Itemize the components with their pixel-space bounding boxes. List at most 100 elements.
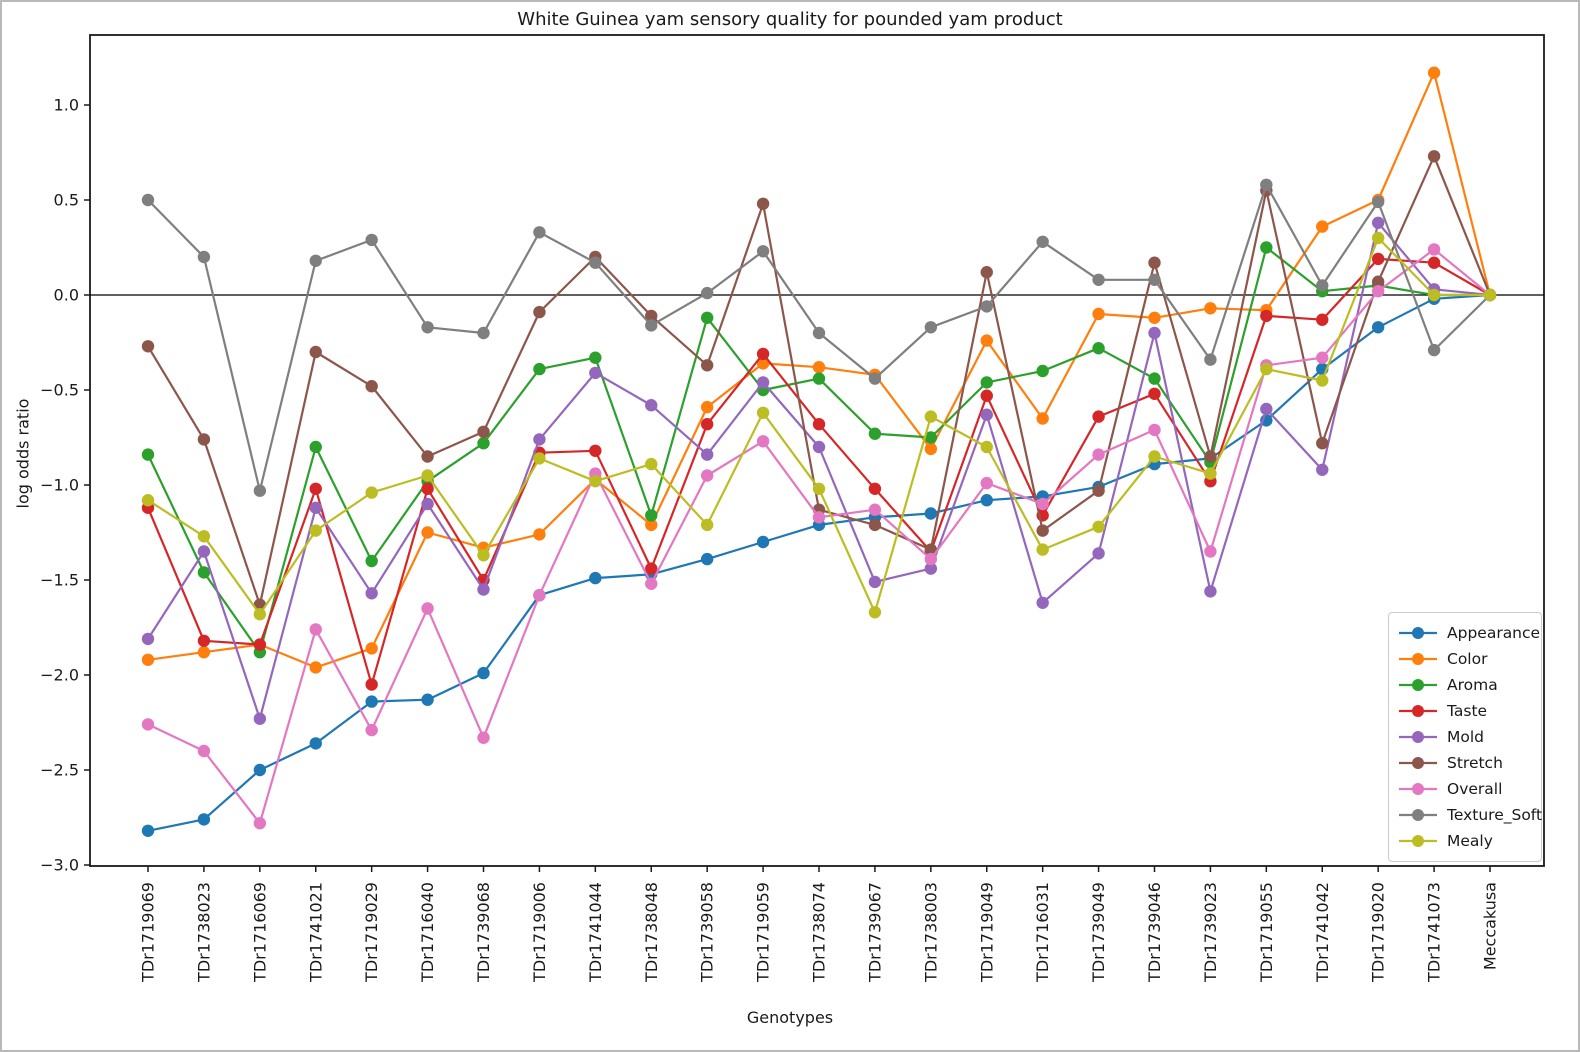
data-point-color bbox=[533, 528, 546, 541]
x-tick-label: TDr1738074 bbox=[810, 882, 829, 983]
legend-label: Mold bbox=[1447, 728, 1485, 746]
x-tick-label: TDr1738048 bbox=[642, 882, 661, 983]
data-point-mealy bbox=[700, 518, 714, 532]
data-point-aroma bbox=[1260, 241, 1273, 254]
data-point-aroma bbox=[980, 376, 993, 389]
y-tick-label: −0.5 bbox=[40, 381, 79, 400]
legend-label: Mealy bbox=[1447, 832, 1493, 850]
data-point-color bbox=[309, 661, 322, 674]
data-point-texture_soft bbox=[756, 245, 770, 258]
data-point-aroma bbox=[924, 431, 938, 444]
data-point-mold bbox=[812, 440, 826, 454]
data-point-taste bbox=[700, 418, 714, 431]
data-point-aroma bbox=[365, 554, 378, 568]
data-point-mealy bbox=[645, 457, 658, 471]
data-point-texture_soft bbox=[253, 484, 267, 497]
y-tick-label: −2.5 bbox=[40, 761, 79, 780]
data-point-overall bbox=[1092, 448, 1105, 461]
x-tick-label: TDr1739058 bbox=[698, 882, 717, 983]
data-point-overall bbox=[980, 476, 993, 490]
data-point-aroma bbox=[309, 440, 322, 454]
data-point-mealy bbox=[868, 606, 882, 619]
legend-marker-icon bbox=[1399, 653, 1437, 665]
legend-item-appearance: Appearance bbox=[1397, 620, 1540, 646]
data-point-stretch bbox=[1371, 275, 1385, 288]
data-point-stretch bbox=[700, 359, 714, 372]
x-tick-label: TDr1739067 bbox=[865, 882, 884, 983]
data-point-taste bbox=[309, 482, 322, 495]
data-point-aroma bbox=[645, 509, 658, 522]
data-point-taste bbox=[253, 638, 267, 651]
data-point-stretch bbox=[756, 197, 770, 210]
x-tick-label: TDr1716069 bbox=[250, 882, 269, 983]
y-tick-label: 0.0 bbox=[54, 286, 79, 305]
data-point-color bbox=[141, 653, 155, 666]
data-point-mold bbox=[1148, 326, 1161, 340]
legend-marker-icon bbox=[1399, 731, 1437, 743]
legend-label: Stretch bbox=[1447, 754, 1503, 772]
data-point-color bbox=[421, 526, 434, 539]
data-point-texture_soft bbox=[980, 300, 993, 313]
x-tick-label: TDr1719049 bbox=[977, 882, 996, 983]
data-point-overall bbox=[421, 602, 434, 615]
data-point-taste bbox=[1092, 410, 1105, 423]
data-point-taste bbox=[1427, 256, 1441, 269]
data-point-mealy bbox=[253, 608, 267, 621]
data-point-overall bbox=[924, 552, 938, 566]
data-point-taste bbox=[812, 418, 826, 431]
data-point-mold bbox=[645, 399, 658, 412]
data-point-color bbox=[700, 400, 714, 414]
data-point-mold bbox=[421, 497, 434, 511]
x-tick-label: TDr1741021 bbox=[306, 882, 325, 983]
data-point-taste bbox=[421, 482, 434, 495]
data-point-stretch bbox=[141, 340, 155, 353]
y-tick-label: −3.0 bbox=[40, 856, 79, 875]
data-point-texture_soft bbox=[589, 256, 602, 269]
data-point-mealy bbox=[533, 452, 546, 465]
y-tick-label: 1.0 bbox=[54, 96, 79, 115]
data-point-texture_soft bbox=[1092, 273, 1105, 286]
data-point-appearance bbox=[477, 666, 490, 680]
y-tick-label: −2.0 bbox=[40, 666, 79, 685]
data-point-taste bbox=[589, 444, 602, 457]
data-point-stretch bbox=[645, 309, 658, 323]
data-point-appearance bbox=[756, 535, 770, 549]
data-point-texture_soft bbox=[1260, 178, 1273, 191]
data-point-stretch bbox=[924, 543, 938, 556]
x-tick-label: TDr1716040 bbox=[418, 882, 437, 983]
data-point-appearance bbox=[924, 507, 938, 520]
legend-marker-icon bbox=[1399, 627, 1437, 639]
data-point-mealy bbox=[1371, 231, 1385, 245]
data-point-stretch bbox=[533, 305, 546, 319]
data-point-overall bbox=[253, 817, 267, 830]
data-point-taste bbox=[1148, 387, 1161, 400]
data-point-mold bbox=[1371, 216, 1385, 229]
data-point-texture_soft bbox=[533, 226, 546, 239]
data-point-appearance bbox=[197, 813, 211, 826]
data-point-mold bbox=[924, 562, 938, 575]
data-point-texture_soft bbox=[365, 233, 378, 247]
data-point-aroma bbox=[589, 351, 602, 364]
data-point-aroma bbox=[141, 448, 155, 461]
legend-label: Appearance bbox=[1447, 624, 1541, 642]
legend-label: Overall bbox=[1447, 780, 1503, 798]
data-point-overall bbox=[812, 511, 826, 524]
data-point-texture_soft bbox=[700, 286, 714, 300]
data-point-overall bbox=[309, 623, 322, 636]
data-point-overall bbox=[477, 731, 490, 744]
data-point-aroma bbox=[700, 311, 714, 324]
data-point-taste bbox=[756, 347, 770, 361]
data-point-mold bbox=[309, 501, 322, 514]
data-point-mold bbox=[253, 712, 267, 725]
legend-item-color: Color bbox=[1397, 646, 1533, 672]
legend-label: Taste bbox=[1447, 702, 1488, 720]
data-point-texture_soft bbox=[812, 326, 826, 340]
data-point-texture_soft bbox=[645, 319, 658, 332]
data-point-stretch bbox=[309, 345, 322, 359]
data-point-color bbox=[812, 361, 826, 374]
data-point-mealy bbox=[1148, 450, 1161, 463]
x-tick-label: Meccakusa bbox=[1481, 882, 1500, 970]
legend-label: Texture_Soft bbox=[1447, 806, 1543, 824]
data-point-texture_soft bbox=[141, 193, 155, 207]
legend-item-taste: Taste bbox=[1397, 698, 1533, 724]
